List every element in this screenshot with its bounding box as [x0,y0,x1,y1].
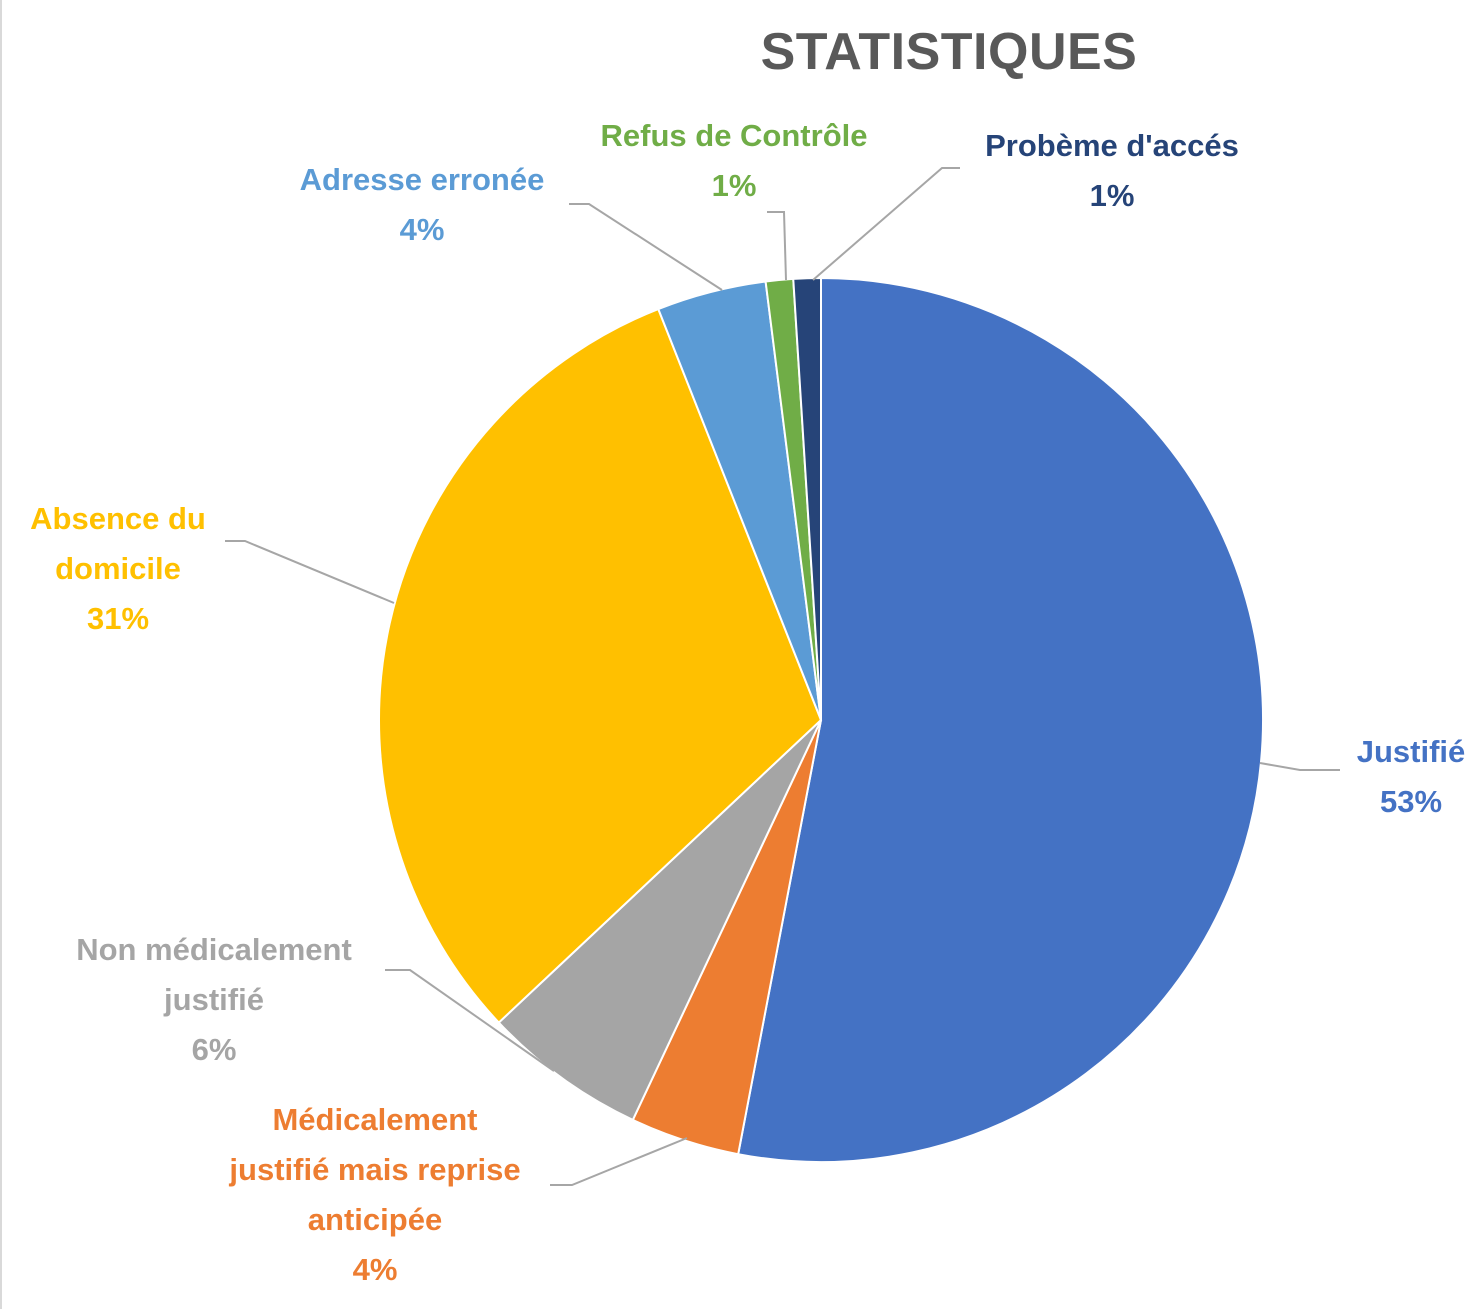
data-label-justifie: Justifié [1357,734,1466,769]
pie-slice-probeme-d-acces [792,276,822,721]
data-label-non-medicalement: justifié [163,982,264,1017]
data-label-medicalement: justifié mais reprise [228,1152,520,1187]
data-label-adresse-erronee: Adresse erronée [300,162,545,197]
leader-line-non-medicalement [385,969,555,1072]
leader-line-refus-de-controle [767,211,787,281]
data-label-percent-absence-du: 31% [87,601,149,636]
leader-line-justifie [1259,762,1340,771]
leader-line-absence-du [225,540,395,604]
data-label-non-medicalement: Non médicalement [76,932,352,967]
data-label-probeme-d-acces: Probème d'accés [985,128,1239,163]
data-label-percent-probeme-d-acces: 1% [1090,178,1135,213]
data-label-percent-refus-de-controle: 1% [712,168,757,203]
data-label-medicalement: anticipée [308,1202,442,1237]
data-label-absence-du: domicile [55,551,181,586]
data-label-medicalement: Médicalement [272,1102,477,1137]
leader-line-medicalement [550,1137,688,1186]
chart-title: STATISTIQUES [760,23,1138,81]
data-label-percent-medicalement: 4% [353,1252,398,1287]
pie-slice-non-medicalement [497,719,822,1122]
pie-slice-absence-du [378,307,823,1024]
data-label-refus-de-controle: Refus de Contrôle [601,118,868,153]
data-label-percent-non-medicalement: 6% [192,1032,237,1067]
leader-line-probeme-d-acces [812,167,960,281]
data-labels: Justifié 53% Médicalement justifié mais rep… [30,118,1465,1287]
pie-slices [378,276,1265,1163]
data-label-absence-du: Absence du [30,501,206,536]
leader-line-adresse-erronee [569,203,723,291]
pie-slice-justifie [737,276,1265,1163]
data-label-percent-justifie: 53% [1380,784,1442,819]
data-label-percent-adresse-erronee: 4% [400,212,445,247]
